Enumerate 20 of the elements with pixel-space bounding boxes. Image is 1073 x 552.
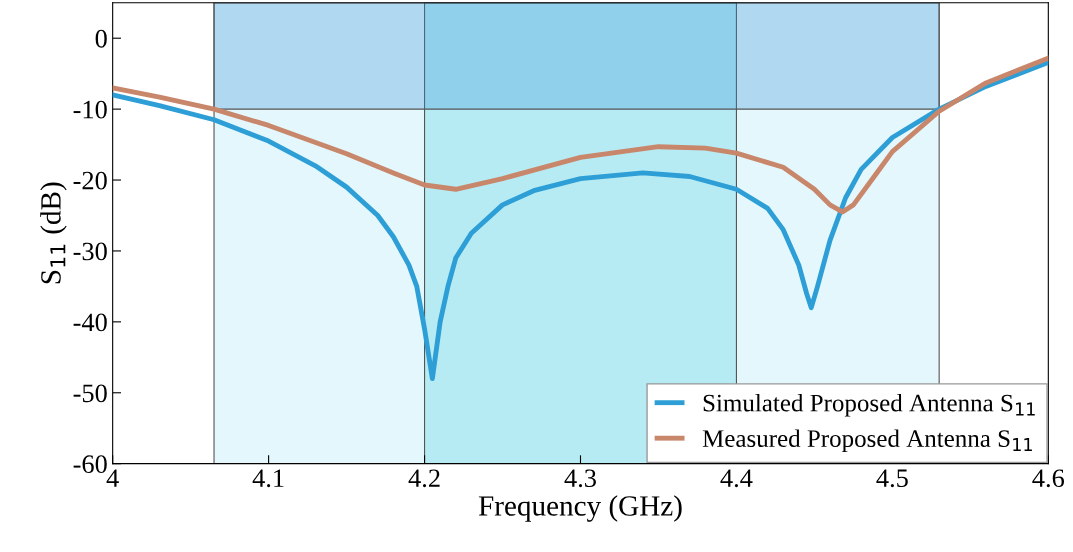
x-axis-title: Frequency (GHz) bbox=[478, 495, 682, 522]
line-series bbox=[112, 59, 1049, 382]
x-tick-label: 4.6 bbox=[1032, 469, 1065, 488]
legend-label: Measured Proposed Antenna S$_{11}$ bbox=[702, 429, 1032, 453]
y-tick-label: -40 bbox=[73, 313, 107, 332]
x-tick-label: 4.1 bbox=[252, 469, 284, 488]
y-axis-title: S$_{11}$ (dB) bbox=[40, 182, 67, 284]
y-tick-label: -20 bbox=[73, 171, 107, 190]
x-tick-label: 4.3 bbox=[564, 469, 596, 488]
y-tick-label: 0 bbox=[95, 29, 107, 48]
y-tick-label: -60 bbox=[73, 455, 107, 474]
line-series bbox=[112, 55, 1049, 215]
x-tick-label: 4 bbox=[106, 469, 119, 487]
legend-label: Simulated Proposed Antenna S$_{11}$ bbox=[703, 393, 1035, 417]
x-tick-label: 4.2 bbox=[408, 469, 440, 488]
y-tick-label: -30 bbox=[73, 242, 107, 261]
y-tick-label: -10 bbox=[73, 100, 107, 119]
x-tick-label: 4.4 bbox=[720, 469, 753, 488]
x-tick-label: 4.5 bbox=[876, 469, 908, 488]
y-tick-label: -50 bbox=[73, 384, 107, 403]
